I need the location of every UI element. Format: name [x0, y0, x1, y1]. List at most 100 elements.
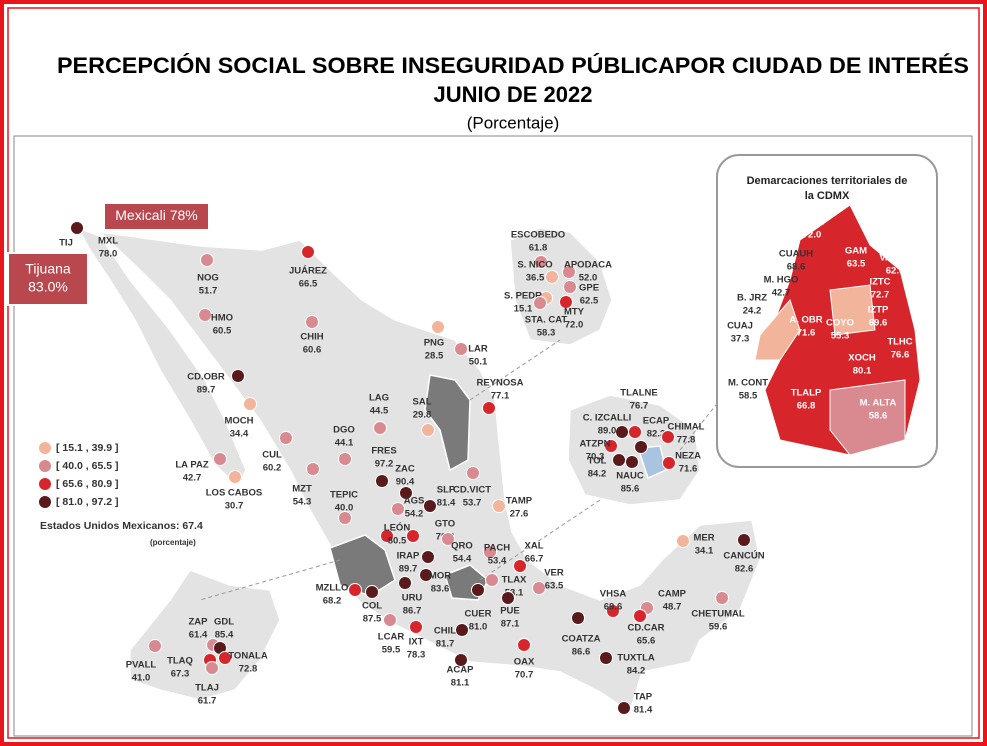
city-name: STA. CAT — [525, 315, 568, 326]
callout-text: Tijuana — [25, 261, 71, 277]
city-value: 85.6 — [621, 484, 640, 495]
cdmx-name: TLHC — [887, 337, 912, 348]
link — [679, 399, 721, 451]
city-dot — [441, 532, 455, 546]
city-name: HMO — [211, 313, 233, 324]
city-value: 83.6 — [431, 584, 450, 595]
city-name: NEZA — [675, 451, 701, 462]
city-value: 60.2 — [263, 463, 282, 474]
city-name: MXL — [98, 236, 118, 247]
city-dot — [563, 280, 577, 294]
city-value: 66.5 — [299, 279, 318, 290]
city-value: 84.2 — [627, 666, 646, 677]
city-name: XAL — [525, 541, 544, 552]
city-name: TAP — [634, 692, 653, 703]
city-name: TONALA — [228, 651, 268, 662]
city-name: VHSA — [600, 589, 627, 600]
city-value: 85.4 — [215, 630, 234, 641]
city-value: 54.4 — [453, 554, 472, 565]
city-value: 81.1 — [451, 678, 470, 689]
city-value: 81.4 — [634, 705, 653, 716]
city-dot — [148, 639, 162, 653]
monterrey-inset — [509, 227, 613, 346]
city-name: CAMP — [658, 589, 687, 600]
city-value: 71.6 — [679, 464, 698, 475]
city-dot — [612, 453, 626, 467]
city-value: 89.7 — [399, 564, 418, 575]
city-name: TLAJ — [195, 683, 219, 694]
city-value: 54.3 — [293, 497, 312, 508]
city-name: LEÓN — [384, 522, 411, 534]
city-dot — [533, 296, 547, 310]
city-value: 51.7 — [199, 286, 218, 297]
city-name: GDL — [214, 617, 234, 628]
callout-box — [103, 202, 210, 231]
city-name: COL — [362, 601, 382, 612]
city-dot — [455, 623, 469, 637]
city-value: 82.3 — [647, 429, 666, 440]
city-value: 53.7 — [463, 498, 482, 509]
cdmx-map — [754, 204, 921, 456]
city-dot — [454, 653, 468, 667]
city-dot — [615, 425, 629, 439]
city-value: 69.6 — [604, 602, 623, 613]
city-value: 30.7 — [225, 501, 244, 512]
city-name: REYNOSA — [477, 378, 524, 389]
city-name: CHIL — [434, 626, 456, 637]
city-name: TEPIC — [330, 490, 358, 501]
city-dot — [243, 397, 257, 411]
frame-inner — [7, 7, 980, 739]
legend-swatch — [39, 460, 51, 472]
city-dot — [599, 651, 613, 665]
city-name: TIJ — [59, 238, 73, 249]
city-name: ESCOBEDO — [511, 230, 565, 241]
cdmx-name: B. JRZ — [737, 293, 767, 304]
city-value: 72.8 — [239, 664, 258, 675]
city-value: 61.4 — [189, 630, 208, 641]
city-name: ATZPN — [580, 439, 611, 450]
city-dot — [421, 550, 435, 564]
cdmx-name: CUAJ — [727, 321, 753, 332]
city-name: LA PAZ — [175, 460, 208, 471]
city-dot — [661, 430, 675, 444]
cdmx-name: GAM — [845, 246, 867, 257]
city-value: 36.5 — [526, 273, 545, 284]
city-value: 89.7 — [197, 385, 216, 396]
baja — [76, 226, 247, 488]
city-name: CD.CAR — [628, 623, 665, 634]
city-dot — [454, 342, 468, 356]
city-value: 70.3 — [586, 452, 605, 463]
city-value: 90.4 — [396, 477, 415, 488]
city-value: 60.5 — [213, 326, 232, 337]
city-name: GPE — [579, 283, 599, 294]
city-value: 78.0 — [99, 249, 118, 260]
city-value: 59.6 — [709, 622, 728, 633]
city-name: S. NICO — [517, 260, 552, 271]
city-name: PUE — [500, 606, 520, 617]
city-value: 66.7 — [525, 554, 544, 565]
city-name: LAG — [369, 393, 389, 404]
city-value: 34.1 — [695, 546, 714, 557]
inset-links — [199, 339, 721, 601]
cdmx-center — [829, 284, 876, 336]
city-name: ECAP — [643, 416, 670, 427]
city-value: 63.5 — [545, 581, 564, 592]
city-dot — [571, 611, 585, 625]
city-value: 52.0 — [579, 273, 598, 284]
city-dot — [218, 651, 232, 665]
national-note: (porcentaje) — [150, 538, 196, 547]
cdmx-name: XOCH — [848, 353, 876, 364]
city-value: 87.5 — [363, 614, 382, 625]
city-value: 84.2 — [588, 469, 607, 480]
city-dot — [200, 253, 214, 267]
city-name: SAL — [413, 397, 432, 408]
city-value: 86.7 — [403, 606, 422, 617]
city-value: 44.1 — [335, 438, 354, 449]
cdmx-value: 62.0 — [886, 266, 905, 277]
legend-swatch — [39, 478, 51, 490]
city-name: ACAP — [447, 665, 475, 676]
city-value: 77.1 — [491, 391, 510, 402]
cdmx-value: 72.7 — [871, 290, 890, 301]
city-dot — [715, 591, 729, 605]
